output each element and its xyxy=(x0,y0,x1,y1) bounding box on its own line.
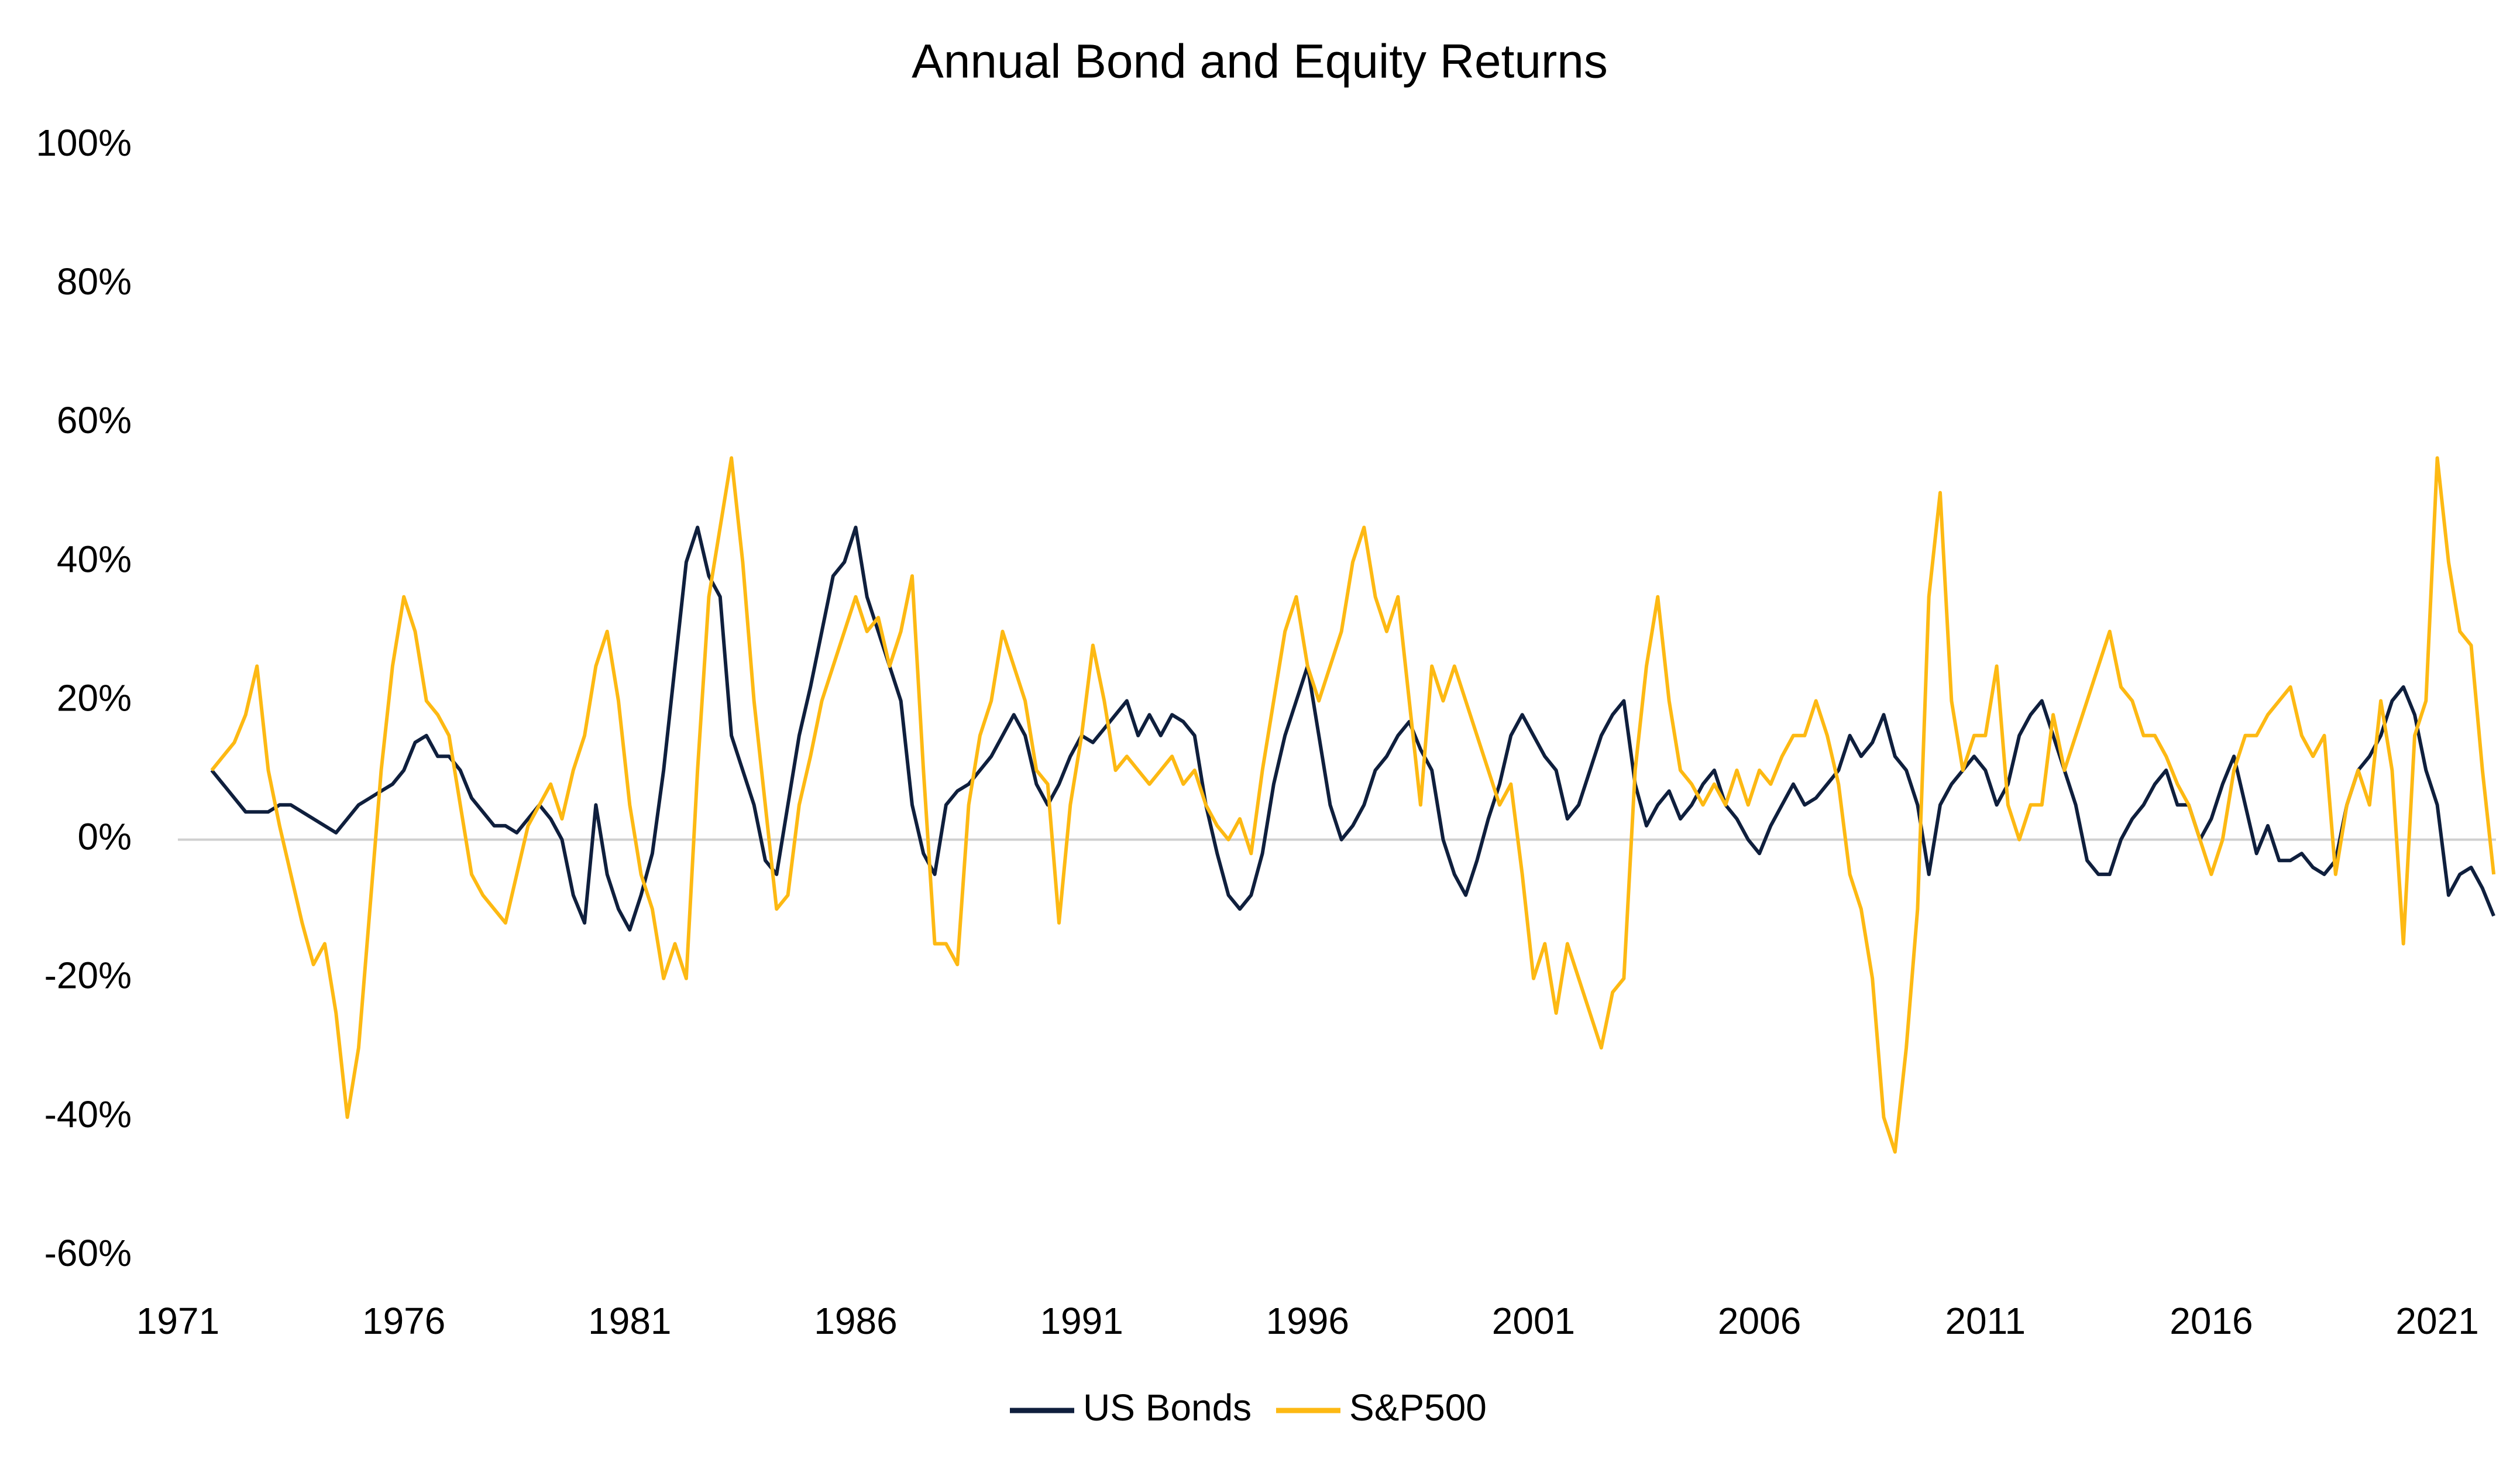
x-tick-label: 2006 xyxy=(1718,1300,1801,1342)
x-tick-label: 1971 xyxy=(136,1300,219,1342)
x-tick-label: 2011 xyxy=(1945,1300,2026,1342)
x-tick-label: 2021 xyxy=(2395,1300,2478,1342)
legend-label: US Bonds xyxy=(1083,1387,1252,1429)
y-tick-label: 60% xyxy=(57,399,132,441)
y-tick-label: 100% xyxy=(36,122,132,164)
series-line xyxy=(210,526,2495,932)
y-tick-label: -60% xyxy=(44,1232,132,1274)
x-tick-label: 2001 xyxy=(1492,1300,1575,1342)
y-tick-label: 0% xyxy=(78,816,132,858)
x-tick-label: 1991 xyxy=(1040,1300,1123,1342)
x-tick-label: 2016 xyxy=(2170,1300,2253,1342)
y-tick-label: 80% xyxy=(57,260,132,303)
y-tick-label: 40% xyxy=(57,538,132,580)
y-tick-label: -40% xyxy=(44,1093,132,1135)
x-tick-label: 1976 xyxy=(362,1300,445,1342)
x-tick-label: 1986 xyxy=(814,1300,897,1342)
x-tick-label: 1981 xyxy=(588,1300,671,1342)
y-tick-label: 20% xyxy=(57,677,132,719)
x-tick-label: 1996 xyxy=(1266,1300,1349,1342)
legend-label: S&P500 xyxy=(1349,1387,1487,1429)
y-tick-label: -20% xyxy=(44,955,132,997)
series-line xyxy=(210,456,2496,1154)
chart-title: Annual Bond and Equity Returns xyxy=(912,35,1608,88)
